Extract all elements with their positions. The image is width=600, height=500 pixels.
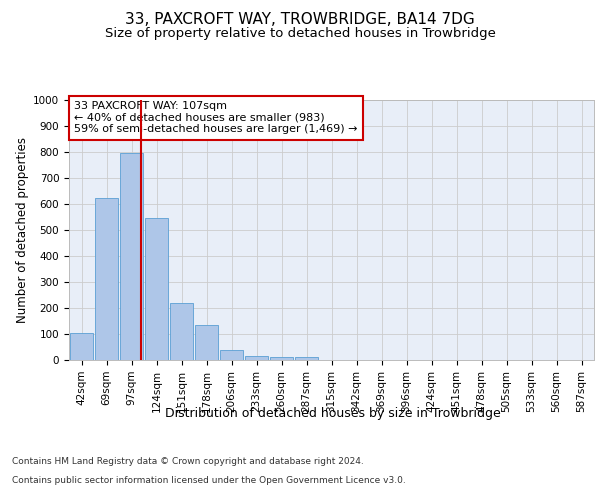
Text: Distribution of detached houses by size in Trowbridge: Distribution of detached houses by size … [165, 408, 501, 420]
Bar [70, 332, 94, 360]
Bar [295, 358, 319, 360]
Bar [119, 154, 143, 360]
Text: Size of property relative to detached houses in Trowbridge: Size of property relative to detached ho… [104, 28, 496, 40]
Bar [245, 356, 268, 360]
Bar [170, 303, 193, 360]
Bar [220, 350, 244, 360]
Text: Contains HM Land Registry data © Crown copyright and database right 2024.: Contains HM Land Registry data © Crown c… [12, 458, 364, 466]
Bar [145, 218, 169, 360]
Bar [194, 325, 218, 360]
Y-axis label: Number of detached properties: Number of detached properties [16, 137, 29, 323]
Text: 33, PAXCROFT WAY, TROWBRIDGE, BA14 7DG: 33, PAXCROFT WAY, TROWBRIDGE, BA14 7DG [125, 12, 475, 28]
Text: Contains public sector information licensed under the Open Government Licence v3: Contains public sector information licen… [12, 476, 406, 485]
Text: 33 PAXCROFT WAY: 107sqm
← 40% of detached houses are smaller (983)
59% of semi-d: 33 PAXCROFT WAY: 107sqm ← 40% of detache… [74, 102, 358, 134]
Bar [269, 358, 293, 360]
Bar [95, 198, 118, 360]
